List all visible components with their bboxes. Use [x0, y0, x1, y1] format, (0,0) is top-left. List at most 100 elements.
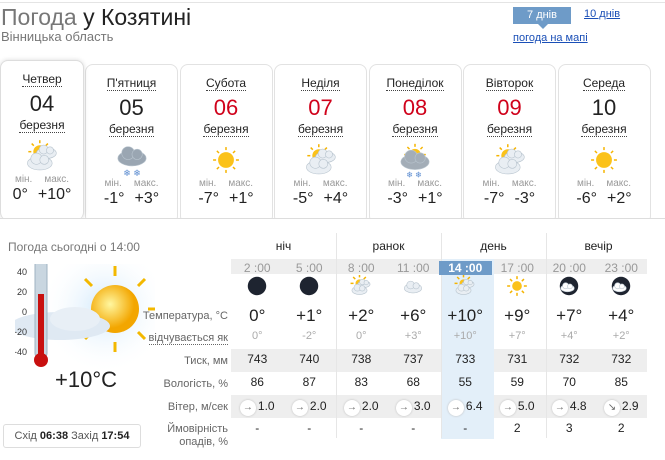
precipitation-value: -: [411, 421, 416, 435]
max-temp: +3°: [134, 190, 160, 207]
wind-value: → 2.0: [335, 399, 388, 416]
humidity-value: 85: [614, 375, 628, 389]
hour-label: 5 :00: [295, 261, 323, 275]
wind-direction-icon: →: [291, 400, 308, 416]
day-tab[interactable]: Понеділок 08 березня ❄ ❄ мін. макс. -3° +1…: [368, 64, 462, 224]
period-divider: [546, 233, 547, 438]
day-number: 05: [119, 95, 144, 120]
humidity-value: 55: [458, 375, 472, 389]
wind-value: → 1.0: [231, 399, 284, 416]
temperature-value: +1°: [296, 306, 323, 325]
min-label: мін.: [198, 178, 217, 189]
min-label: мін.: [387, 178, 406, 189]
day-month: березня: [581, 122, 627, 137]
sun-icon: [559, 142, 650, 176]
label-feels-like[interactable]: відчувається як: [148, 332, 228, 345]
day-tab[interactable]: Середа 10 березня мін. макс. -6° +2°: [557, 64, 651, 224]
wind-value: → 2.0: [283, 399, 336, 416]
wind-value: → 3.0: [387, 399, 440, 416]
period-divider: [441, 233, 442, 438]
sun-icon: [181, 142, 272, 176]
day-number: 09: [497, 95, 522, 120]
today-panel: Погода сьогодні о 14:00 40 20 0 -20 - 40 …: [0, 218, 665, 460]
scale-tick: 0: [22, 307, 27, 317]
day-name[interactable]: Субота: [205, 76, 247, 91]
day-name[interactable]: П'ятниця: [106, 76, 157, 91]
precipitation-value: 3: [565, 421, 573, 435]
max-temp: +1°: [228, 190, 254, 207]
max-label: макс.: [606, 178, 632, 189]
label-humidity: Вологість, %: [163, 378, 229, 390]
temperature-value: +6°: [400, 306, 427, 325]
wind-direction-icon: →: [395, 400, 412, 416]
day-name[interactable]: Четвер: [22, 72, 62, 87]
sun-cloud-icon: [439, 274, 492, 297]
7-days-button[interactable]: 7 днів: [513, 7, 571, 29]
day-tab[interactable]: Вівторок 09 березня мін. макс. -7° -3°: [463, 64, 556, 224]
precipitation-value: -: [463, 421, 468, 435]
weather-map-link[interactable]: погода на мапі: [513, 32, 588, 44]
day-tab[interactable]: Четвер 04 березня мін. макс. 0° +10°: [0, 60, 84, 220]
min-temp: -1°: [103, 190, 125, 207]
max-label: макс.: [322, 178, 348, 189]
sun-cloud-icon: [335, 274, 388, 297]
10-days-link[interactable]: 10 днів: [584, 8, 621, 20]
humidity-value: 87: [302, 375, 316, 389]
temperature-value: +10°: [447, 306, 484, 325]
min-temp: -5°: [292, 190, 314, 207]
temperature-value: +4°: [608, 306, 635, 325]
min-label: мін.: [482, 178, 500, 189]
day-tab[interactable]: Неділя 07 березня мін. макс. -5° +4°: [274, 64, 367, 224]
temperature-value: +9°: [504, 306, 531, 325]
scale-tick: 20: [17, 287, 27, 297]
day-name[interactable]: Неділя: [301, 76, 340, 91]
feels-like-value: 0°: [251, 330, 263, 342]
humidity-value: 83: [354, 375, 368, 389]
period-night: ніч: [275, 239, 292, 253]
day-month: березня: [19, 118, 65, 133]
feels-like-value: +7°: [508, 330, 526, 342]
day-tab[interactable]: Субота 06 березня мін. макс. -7° +1°: [179, 64, 273, 224]
day-tab[interactable]: П'ятниця 05 березня ❄ ❄ мін. макс. -1° +3°: [85, 64, 178, 224]
wind-direction-icon: ↘: [603, 400, 620, 416]
hour-label: 11 :00: [397, 261, 430, 275]
hour-label: 14 :00: [439, 261, 492, 275]
wind-value: → 5.0: [491, 399, 544, 416]
temperature-value: +2°: [348, 306, 375, 325]
day-name[interactable]: Середа: [582, 76, 626, 91]
hour-label: 8 :00: [347, 261, 375, 275]
pressure-value: 732: [611, 352, 632, 366]
day-number: 10: [591, 95, 617, 120]
humidity-value: 86: [250, 375, 264, 389]
pressure-value: 732: [559, 352, 580, 366]
scale-tick: -20: [15, 327, 27, 337]
feels-like-value: -2°: [302, 330, 317, 342]
humidity-value: 68: [406, 375, 420, 389]
wind-direction-icon: →: [447, 400, 464, 416]
temperature-value: +7°: [556, 306, 583, 325]
max-temp: +1°: [417, 190, 443, 207]
region-label: Вінницька область: [1, 29, 114, 44]
hour-label: 2 :00: [243, 261, 271, 275]
max-temp: +10°: [37, 186, 72, 203]
max-temp: +2°: [606, 190, 632, 207]
pressure-value: 743: [247, 352, 268, 366]
period-morning: ранок: [372, 239, 405, 253]
today-title: Погода сьогодні о 14:00: [8, 240, 140, 254]
pressure-value: 740: [299, 352, 320, 366]
min-label: мін.: [576, 178, 595, 189]
label-wind: Вітер, м/сек: [167, 401, 228, 413]
day-number: 07: [308, 95, 333, 120]
label-precipitation: Ймовірність опадів, %: [167, 423, 228, 448]
min-label: мін.: [293, 178, 311, 189]
day-name[interactable]: Вівторок: [485, 76, 534, 91]
period-divider: [336, 233, 337, 438]
feels-like-value: +4°: [560, 330, 578, 342]
humidity-value: 59: [510, 375, 524, 389]
precipitation-value: -: [255, 421, 260, 435]
day-month: березня: [486, 122, 533, 137]
wind-value: → 4.8: [543, 399, 596, 416]
hour-label: 23 :00: [604, 261, 638, 275]
day-name[interactable]: Понеділок: [386, 76, 444, 91]
top-divider: [0, 2, 665, 3]
